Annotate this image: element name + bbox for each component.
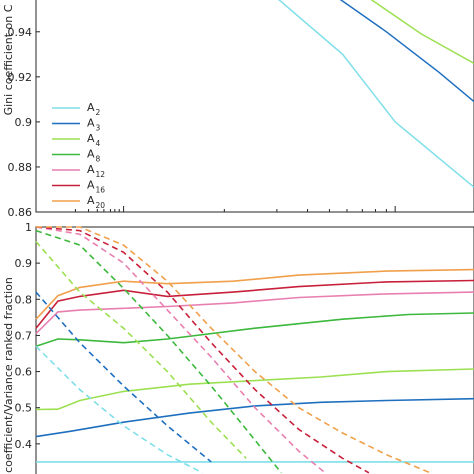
legend-label-a12: A12: [87, 163, 105, 179]
bottom-series-line-a4-dashed: [35, 240, 247, 459]
bottom-series-line-a4-solid: [35, 368, 474, 411]
bottom-series-line-a12-dashed: [35, 226, 326, 474]
top-series-line-a4: [370, 0, 474, 64]
top-tick-marks: [36, 31, 396, 213]
bottom-series-lines: [35, 226, 474, 474]
top-y-tick-label: 0.9: [15, 116, 33, 129]
legend-label-a4: A4: [87, 132, 101, 148]
bottom-series-line-a8-dashed: [35, 229, 282, 474]
top-series-line-a2: [278, 0, 474, 188]
bottom-y-tick-label: 0.7: [15, 329, 33, 342]
bottom-plot-frame: [35, 226, 474, 474]
bottom-y-tick-labels: 0.4 0.5 0.6 0.7 0.8 0.9 1: [15, 221, 33, 451]
top-series-line-a3: [339, 0, 474, 103]
legend-label-a20: A20: [87, 194, 105, 210]
bottom-series-line-a20-dashed: [36, 226, 431, 474]
bottom-y-axis-label: coefficient/Variance ranked fraction: [2, 277, 15, 473]
bottom-y-tick-label: 0.6: [15, 366, 33, 379]
top-y-tick-label: 0.92: [8, 71, 33, 84]
bottom-series-line-a16-dashed: [35, 226, 370, 474]
bottom-panel: 0.4 0.5 0.6 0.7 0.8 0.9 1 coefficient/Variance…: [2, 221, 474, 474]
bottom-tick-marks: [36, 226, 40, 445]
bottom-series-line-a20-solid: [35, 268, 474, 320]
top-y-tick-label: 0.94: [8, 26, 33, 39]
top-y-axis-label: Gini coefficient on C: [2, 4, 15, 115]
top-panel: 0.86 0.88 0.9 0.92 0.94 Gini coefficient on …: [2, 0, 474, 219]
bottom-series-line-a8-solid: [35, 312, 474, 348]
bottom-y-tick-label: 0.4: [15, 438, 33, 451]
bottom-series-line-a3-solid: [35, 397, 474, 438]
top-y-tick-labels: 0.86 0.88 0.9 0.92 0.94: [8, 26, 33, 219]
bottom-series-line-a3-dashed: [35, 291, 212, 463]
bottom-series-line-a16-solid: [35, 279, 474, 329]
bottom-y-tick-label: 0.8: [15, 293, 33, 306]
top-plot-frame: [35, 0, 474, 213]
bottom-y-tick-label: 0.9: [15, 257, 33, 270]
top-y-tick-label: 0.88: [8, 161, 33, 174]
bottom-y-tick-label: 0.5: [15, 402, 33, 415]
top-y-tick-label: 0.86: [8, 206, 33, 219]
legend-label-a2: A2: [87, 101, 101, 117]
legend-label-a3: A3: [87, 117, 101, 133]
top-series-lines: [278, 0, 474, 188]
bottom-series-line-a2-dashed: [35, 345, 203, 474]
legend-label-a8: A8: [87, 148, 101, 164]
bottom-y-tick-label: 1: [25, 221, 32, 234]
legend-label-a16: A16: [87, 179, 105, 195]
bottom-series-line-a12-solid: [35, 291, 474, 335]
